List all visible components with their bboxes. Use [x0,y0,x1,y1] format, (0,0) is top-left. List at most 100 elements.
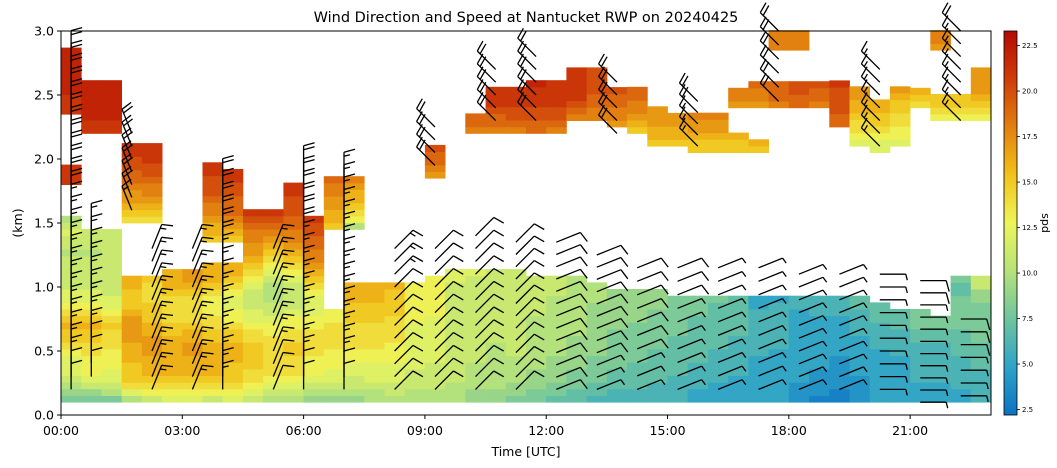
wind-barb [636,351,666,364]
wind-barb-feather [412,344,424,352]
speed-cell [303,302,325,310]
speed-cell [485,295,507,303]
speed-cell [243,249,264,257]
wind-barb-staff [941,24,962,45]
speed-cell [283,382,304,390]
wind-barb-staff [596,354,622,366]
y-tick-label: 0.0 [34,408,54,423]
speed-cell [526,315,547,323]
speed-cell [101,93,122,101]
wind-barb [941,53,962,83]
wind-barb-feather [91,253,103,258]
wind-barb-feather [222,197,234,202]
wind-barb [556,342,588,354]
wind-barb-staff [941,37,962,58]
wind-barb [222,154,234,185]
wind-barb-feather [944,73,949,80]
speed-cell [505,315,527,323]
speed-cell [465,322,486,330]
wind-barb [302,142,315,172]
speed-cell [627,342,648,350]
wind-barb-feather [762,19,770,30]
speed-cell [647,335,668,343]
speed-cell [263,375,284,383]
wind-barb [839,289,868,301]
wind-barb-feather [782,325,787,331]
wind-barb [151,351,174,377]
wind-barb [272,223,295,249]
speed-cell [829,335,850,343]
wind-barb-feather [160,329,167,333]
speed-cell [728,335,749,343]
wind-barb [475,229,505,250]
wind-barb-staff [394,229,414,250]
wind-barb-feather [70,231,83,237]
wind-barb-feather [741,379,747,386]
wind-barb-feather [70,334,83,339]
wind-barb-feather [620,354,626,361]
wind-barb-feather [862,315,868,322]
wind-barb-feather [70,346,83,352]
wind-barb-feather [222,210,234,215]
speed-cell [505,93,527,101]
speed-cell [889,375,911,383]
wind-barb-feather [343,198,356,203]
wind-barb-feather [905,299,908,306]
wind-barb-feather [986,318,991,331]
speed-cell [930,375,951,383]
speed-cell [364,322,385,330]
speed-cell [323,309,345,317]
x-tick-label: 03:00 [164,423,200,438]
plot-area [61,2,992,409]
speed-cell [101,368,122,376]
speed-cell [849,329,871,337]
wind-barb-feather [222,218,234,224]
speed-cell [485,269,507,277]
wind-barb [556,280,588,292]
wind-barb-staff [151,301,163,326]
wind-barb-feather [200,342,207,345]
speed-cell [950,309,972,317]
wind-barb-feather [533,309,545,316]
speed-cell [323,216,345,224]
speed-cell [182,388,203,396]
wind-barb-feather [343,247,356,253]
wind-barb-feather [303,146,315,151]
speed-cell [121,342,143,350]
wind-barb-feather [303,184,315,189]
wind-barb-feather [600,56,608,67]
speed-cell [162,315,183,323]
wind-barb-staff [556,366,581,378]
speed-cell [910,375,931,383]
wind-barb-feather [905,274,908,281]
speed-cell [61,388,82,396]
speed-cell [768,362,790,370]
wind-barb [394,344,424,365]
wind-barb-feather [620,330,629,341]
wind-barb-feather [343,315,351,319]
speed-cell [546,106,567,114]
speed-cell [950,388,972,396]
speed-cell [910,329,931,337]
speed-cell [445,315,466,323]
speed-cell [505,106,527,114]
wind-barb [394,319,424,339]
speed-cell [869,145,891,153]
wind-barb-feather [986,370,989,377]
speed-cell [141,375,163,383]
speed-cell [768,81,790,89]
speed-cell [748,139,769,147]
wind-barb-staff [798,366,824,378]
wind-barb-feather [493,370,505,378]
speed-cell [606,375,628,383]
speed-cell [424,375,446,383]
wind-barb [717,379,747,391]
speed-cell [263,322,284,330]
wind-barb [475,280,505,301]
speed-cell [162,362,183,370]
speed-cell [809,315,830,323]
wind-barb-feather [343,191,351,195]
wind-barb-feather [862,340,868,347]
speed-cell [829,349,850,357]
wind-barb-feather [701,298,706,304]
